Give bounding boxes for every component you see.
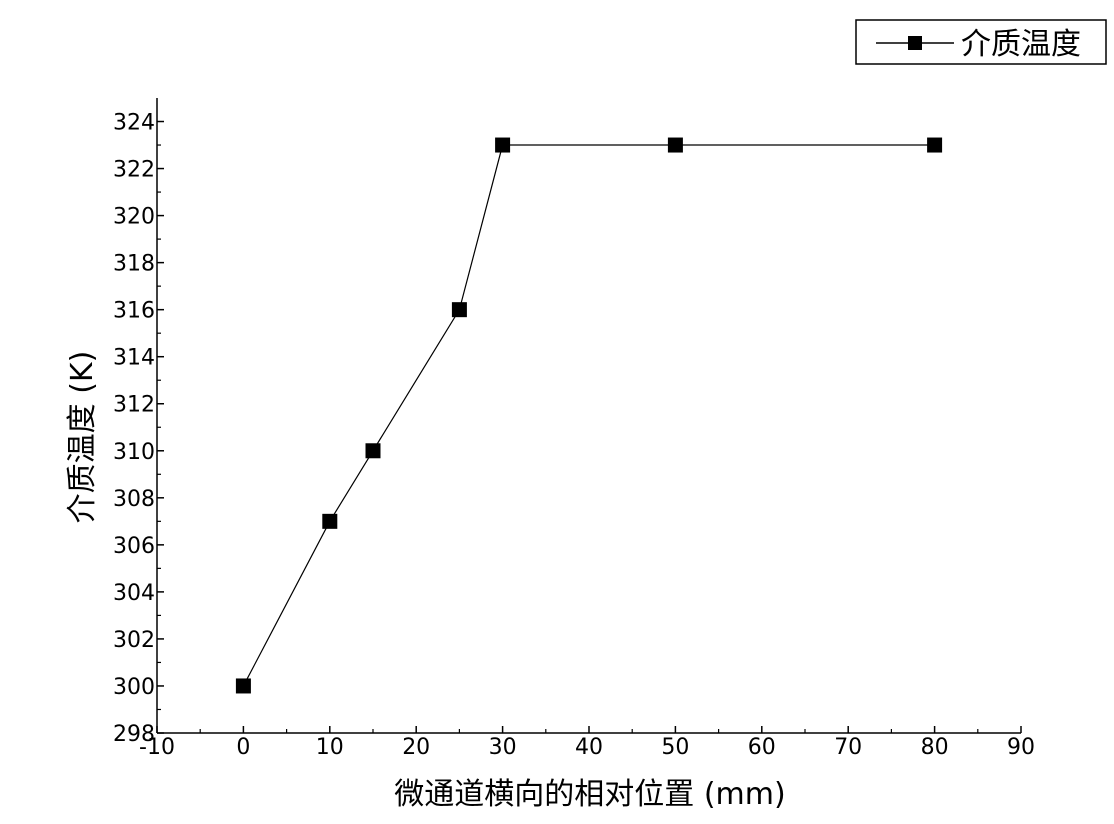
x-tick-label: 30 <box>489 735 517 760</box>
y-tick-label: 300 <box>113 675 155 700</box>
x-tick-label: 90 <box>1007 735 1035 760</box>
data-point-marker <box>322 513 338 529</box>
x-axis-title: 微通道横向的相对位置 (mm) <box>394 777 785 812</box>
data-point-marker <box>495 137 511 153</box>
data-point-marker <box>667 137 683 153</box>
y-tick-label: 304 <box>113 581 155 606</box>
y-tick-label: 322 <box>113 158 155 183</box>
legend: 介质温度 <box>855 19 1107 65</box>
x-tick-label: 40 <box>575 735 603 760</box>
x-tick-label: 70 <box>834 735 862 760</box>
y-tick-label: 308 <box>113 487 155 512</box>
axis-ticks: 2983003023043063083103123143163183203223… <box>113 111 1035 760</box>
y-tick-label: 302 <box>113 628 155 653</box>
y-tick-label: 324 <box>113 111 155 136</box>
data-point-marker <box>235 678 251 694</box>
series-line <box>242 144 935 687</box>
x-tick-label: 0 <box>236 735 250 760</box>
y-tick-label: 314 <box>113 346 155 371</box>
y-tick-label: 316 <box>113 299 155 324</box>
x-tick-label: 80 <box>921 735 949 760</box>
data-point-marker <box>365 443 381 459</box>
y-tick-label: 320 <box>113 205 155 230</box>
x-tick-label: -10 <box>139 735 175 760</box>
x-tick-label: 60 <box>748 735 776 760</box>
y-tick-label: 312 <box>113 393 155 418</box>
x-tick-label: 20 <box>402 735 430 760</box>
axes <box>156 98 1021 734</box>
series-layer <box>235 137 943 694</box>
y-tick-label: 298 <box>113 722 155 747</box>
x-tick-label: 50 <box>661 735 689 760</box>
data-point-marker <box>927 137 943 153</box>
data-point-marker <box>451 302 467 318</box>
legend-box <box>855 19 1107 65</box>
legend-square-marker-icon <box>908 36 922 50</box>
y-tick-label: 306 <box>113 534 155 559</box>
y-tick-label: 318 <box>113 252 155 277</box>
y-tick-label: 310 <box>113 440 155 465</box>
y-axis-title: 介质温度 (K) <box>65 351 100 524</box>
x-tick-label: 10 <box>316 735 344 760</box>
legend-label: 介质温度 <box>961 27 1081 62</box>
